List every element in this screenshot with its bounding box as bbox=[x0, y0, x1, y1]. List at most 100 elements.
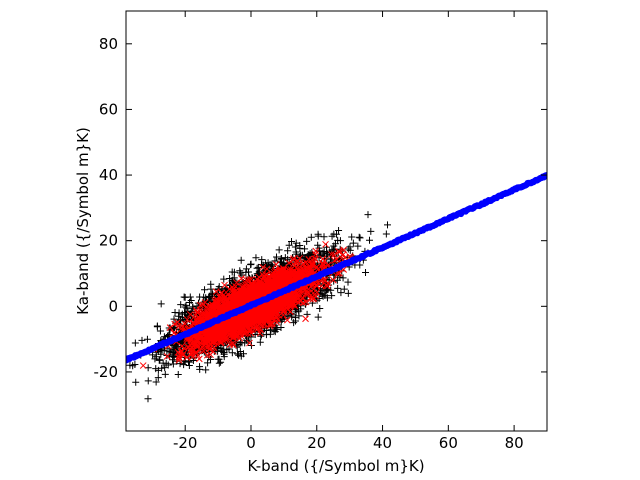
scatter-point-plus bbox=[340, 285, 348, 293]
scatter-point-plus bbox=[177, 301, 185, 309]
scatter-point-plus bbox=[181, 309, 189, 317]
scatter-point-plus bbox=[356, 234, 364, 242]
scatter-point-plus bbox=[349, 239, 357, 247]
scatter-point-plus bbox=[362, 269, 370, 277]
scatter-point-plus bbox=[384, 221, 391, 229]
scatter-point-plus bbox=[202, 366, 210, 374]
scatter-point-plus bbox=[202, 294, 210, 302]
scatter-point-x bbox=[229, 339, 237, 347]
scatter-point-plus bbox=[285, 241, 293, 249]
scatter-point-plus bbox=[355, 233, 363, 241]
scatter-point-plus bbox=[296, 242, 304, 250]
scatter-point-x bbox=[259, 263, 267, 271]
scatter-point-plus bbox=[233, 350, 241, 358]
scatter-point-x bbox=[329, 276, 337, 284]
scatter-point-plus bbox=[238, 271, 246, 279]
data-points bbox=[119, 172, 547, 403]
scatter-point-plus bbox=[264, 265, 272, 273]
scatter-point-plus bbox=[252, 254, 260, 262]
scatter-point-plus bbox=[254, 263, 262, 271]
scatter-point-plus bbox=[333, 230, 341, 238]
scatter-point-plus bbox=[295, 307, 303, 315]
scatter-point-plus bbox=[337, 289, 345, 297]
scatter-point-plus bbox=[320, 233, 328, 241]
scatter-point-plus bbox=[237, 256, 245, 264]
scatter-point-plus bbox=[344, 278, 352, 286]
scatter-point-plus bbox=[262, 331, 270, 339]
scatter-point-plus bbox=[316, 248, 324, 256]
scatter-point-plus bbox=[247, 261, 255, 269]
scatter-point-plus bbox=[382, 230, 390, 238]
scatter-point-plus bbox=[138, 336, 146, 344]
scatter-point-plus bbox=[201, 286, 209, 294]
scatter-point-plus bbox=[154, 366, 162, 374]
scatter-point-plus bbox=[119, 372, 126, 379]
scatter-point-plus bbox=[162, 359, 170, 367]
scatter-point-plus bbox=[334, 284, 342, 292]
scatter-point-plus bbox=[277, 259, 285, 267]
scatter-point-plus bbox=[284, 247, 292, 255]
scatter-point-plus bbox=[180, 293, 188, 301]
scatter-point-plus bbox=[240, 350, 248, 358]
scatter-point-plus bbox=[196, 363, 204, 371]
scatter-point-plus bbox=[354, 242, 362, 250]
scatter-point-plus bbox=[317, 286, 325, 294]
scatter-point-plus bbox=[169, 360, 177, 368]
scatter-point-plus bbox=[174, 370, 182, 378]
scatter-point-plus bbox=[292, 239, 300, 247]
scatter-point-plus bbox=[143, 335, 151, 343]
scatter-point-plus bbox=[151, 355, 159, 363]
scatter-point-plus bbox=[256, 338, 264, 346]
scatter-point-plus bbox=[330, 242, 338, 250]
scatter-point-plus bbox=[314, 232, 322, 240]
scatter-point-plus bbox=[155, 356, 163, 364]
scatter-point-plus bbox=[149, 351, 157, 359]
scatter-point-plus bbox=[207, 356, 215, 364]
scatter-point-plus bbox=[270, 327, 278, 335]
scatter-point-plus bbox=[131, 339, 139, 347]
scatter-point-plus bbox=[152, 378, 160, 386]
scatter-point-plus bbox=[315, 294, 323, 302]
scatter-point-plus bbox=[307, 233, 315, 241]
scatter-point-plus bbox=[336, 273, 344, 281]
scatter-point-plus bbox=[204, 359, 212, 367]
scatter-point-plus bbox=[275, 246, 283, 254]
scatter-point-x bbox=[243, 276, 250, 284]
scatter-point-plus bbox=[336, 237, 344, 245]
scatter-point-plus bbox=[201, 297, 209, 305]
scatter-point-plus bbox=[161, 370, 169, 378]
scatter-point-plus bbox=[170, 315, 178, 323]
scatter-point-plus bbox=[303, 237, 311, 245]
scatter-point-plus bbox=[182, 301, 190, 309]
scatter-point-plus bbox=[291, 243, 299, 251]
scatter-point-plus bbox=[364, 211, 372, 219]
scatter-point-plus bbox=[132, 378, 140, 386]
scatter-point-plus bbox=[196, 293, 204, 301]
scatter-point-plus bbox=[157, 300, 165, 308]
scatter-point-plus bbox=[160, 333, 168, 341]
scatter-point-plus bbox=[186, 299, 193, 307]
scatter-point-plus bbox=[301, 245, 309, 253]
scatter-point-plus bbox=[314, 241, 322, 249]
scatter-point-plus bbox=[144, 395, 152, 403]
scatter-point-x bbox=[263, 265, 271, 273]
scatter-point-plus bbox=[262, 259, 270, 267]
scatter-point-plus bbox=[278, 315, 286, 323]
scatter-point-plus bbox=[218, 347, 226, 355]
scatter-point-x bbox=[139, 362, 147, 369]
scatter-point-plus bbox=[365, 236, 373, 244]
scatter-point-x bbox=[166, 324, 174, 331]
scatter-point-plus bbox=[235, 351, 243, 359]
scatter-point-plus bbox=[156, 327, 164, 335]
scatter-point-plus bbox=[153, 323, 161, 331]
scatter-point-plus bbox=[335, 227, 343, 235]
scatter-point-plus bbox=[273, 253, 281, 261]
scatter-point-plus bbox=[367, 227, 375, 235]
scatter-point-plus bbox=[215, 355, 223, 363]
scatter-point-plus bbox=[144, 377, 152, 385]
scatter-point-plus bbox=[318, 289, 326, 297]
scatter-point-x bbox=[283, 316, 291, 324]
scatter-point-plus bbox=[308, 250, 316, 258]
scatter-point-plus bbox=[186, 293, 194, 301]
scatter-point-plus bbox=[339, 274, 347, 282]
